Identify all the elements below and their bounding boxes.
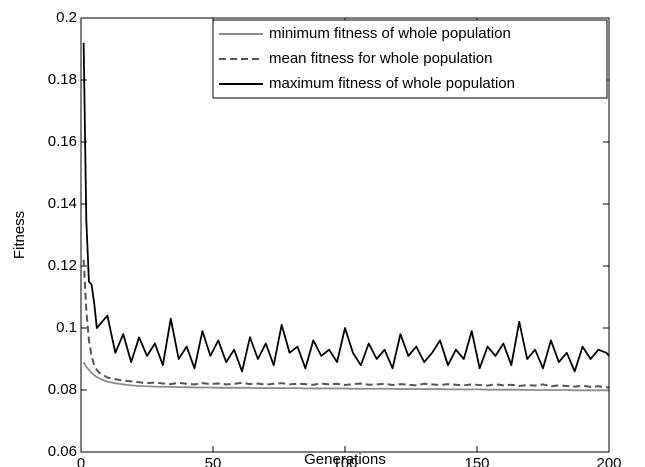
x-tick-label: 100 [332,455,357,467]
legend-label: mean fitness for whole population [269,50,492,67]
legend-label: minimum fitness of whole population [269,25,511,42]
y-tick-label: 0.08 [48,381,77,398]
y-tick-label: 0.12 [48,257,77,274]
y-tick-label: 0.14 [48,195,77,212]
x-tick-label: 0 [77,455,85,467]
y-tick-label: 0.1 [56,319,77,336]
y-tick-label: 0.06 [48,443,77,460]
line-series [82,42,610,373]
x-tick-label: 50 [205,455,222,467]
x-tick-label: 150 [464,455,489,467]
y-axis-label: Fitness [11,211,28,259]
legend-box [212,19,608,99]
y-tick-label: 0.16 [48,133,77,150]
legend-label: maximum fitness of whole population [269,75,515,92]
y-tick-label: 0.2 [56,9,77,26]
y-tick-label: 0.18 [48,71,77,88]
x-axis-label: Generations [304,451,386,467]
x-tick-label: 200 [596,455,621,467]
line-series [82,361,609,392]
axes-frame [80,17,610,453]
line-series [82,259,610,389]
